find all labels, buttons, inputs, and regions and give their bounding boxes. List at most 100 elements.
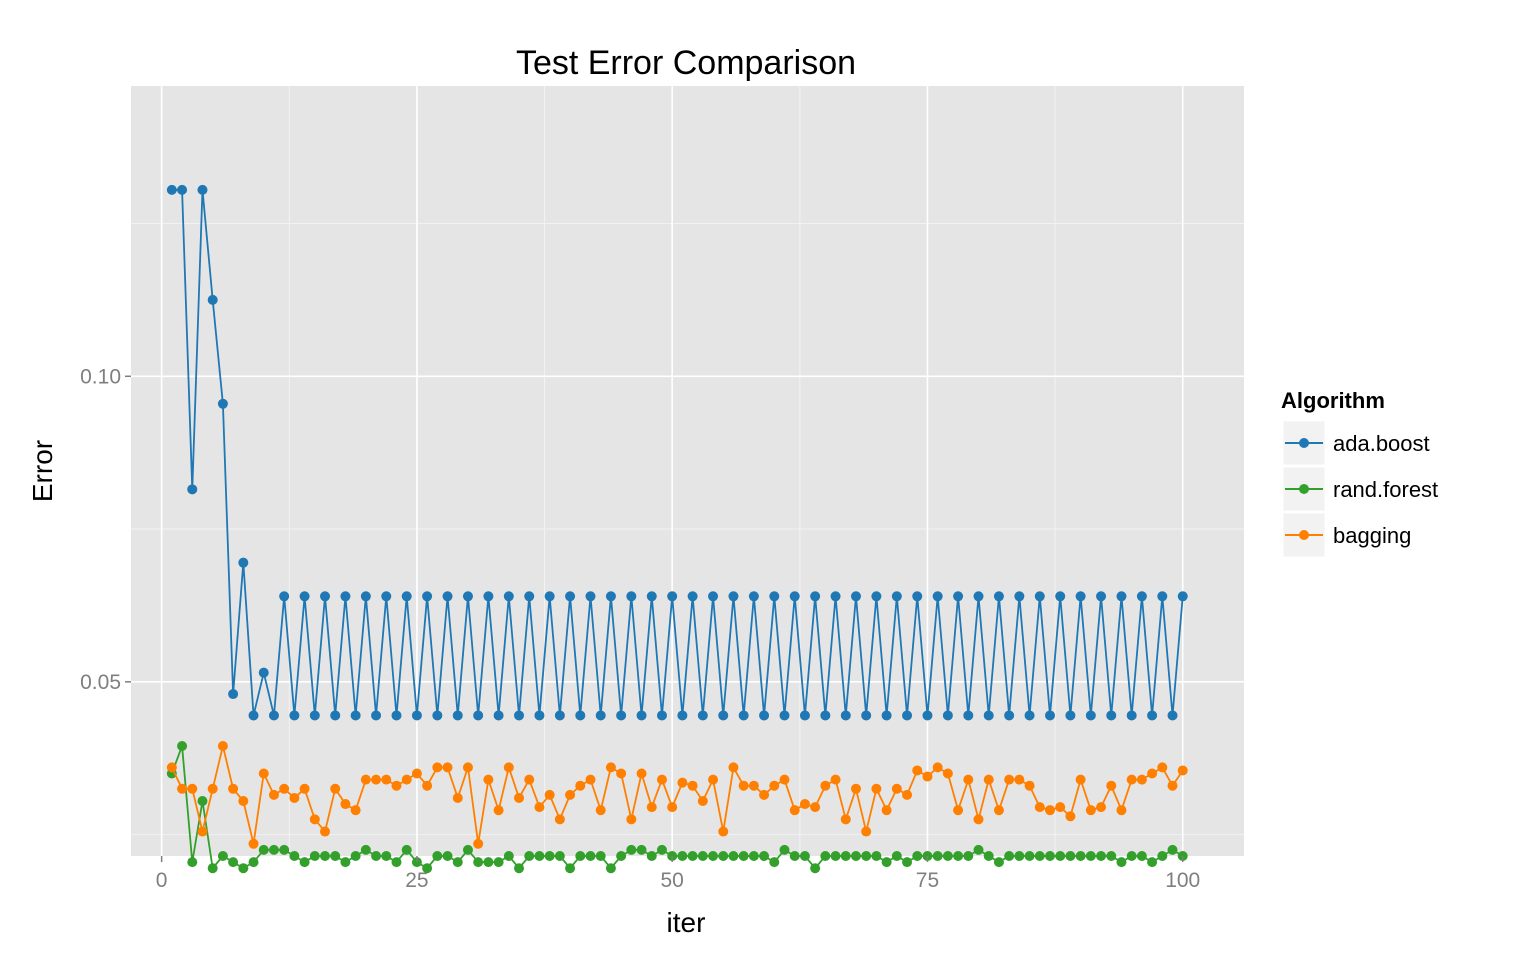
data-point-ada-boost: [891, 591, 902, 602]
x-tick-label: 100: [1165, 869, 1200, 892]
data-point-rand-forest: [309, 851, 320, 861]
data-point-rand-forest: [473, 857, 484, 868]
data-point-rand-forest: [350, 851, 361, 861]
data-point-bagging: [942, 768, 953, 779]
y-axis-title: Error: [27, 440, 58, 502]
data-point-rand-forest: [279, 844, 290, 855]
legend-item-rand-forest: rand.forest: [1282, 466, 1438, 512]
data-point-bagging: [789, 805, 800, 816]
data-point-ada-boost: [881, 710, 892, 721]
data-point-bagging: [1167, 780, 1178, 791]
data-point-ada-boost: [871, 591, 882, 602]
series-line-rand-forest: [170, 745, 1184, 870]
data-point-bagging: [728, 762, 739, 773]
data-point-bagging: [217, 741, 228, 751]
data-point-bagging: [973, 814, 984, 825]
data-point-rand-forest: [330, 851, 341, 861]
data-point-ada-boost: [799, 710, 810, 721]
data-point-bagging: [891, 783, 902, 794]
data-point-bagging: [177, 783, 188, 794]
series-ada-boost: [166, 184, 1188, 721]
data-point-bagging: [1126, 774, 1137, 785]
data-point-rand-forest: [697, 851, 708, 861]
data-point-ada-boost: [422, 591, 433, 602]
data-point-bagging: [912, 765, 923, 776]
x-tick-label: 25: [405, 869, 428, 892]
data-point-bagging: [422, 780, 433, 791]
data-point-ada-boost: [268, 710, 279, 721]
data-point-ada-boost: [942, 710, 953, 721]
data-point-ada-boost: [840, 710, 851, 721]
data-point-rand-forest: [1044, 851, 1055, 861]
data-point-bagging: [381, 774, 392, 785]
data-point-bagging: [585, 774, 596, 785]
data-point-ada-boost: [1014, 591, 1025, 602]
data-point-bagging: [462, 762, 473, 773]
data-point-bagging: [1177, 765, 1188, 776]
data-point-rand-forest: [524, 851, 535, 861]
data-point-bagging: [1044, 805, 1055, 816]
data-point-bagging: [759, 789, 770, 800]
data-point-bagging: [1024, 780, 1035, 791]
data-point-bagging: [1096, 802, 1107, 813]
legend-label-bagging: bagging: [1333, 523, 1411, 548]
data-point-ada-boost: [177, 184, 188, 195]
plot-panel: [131, 86, 1244, 856]
y-tick-label: 0.05: [80, 671, 121, 694]
data-point-ada-boost: [391, 710, 402, 721]
data-point-ada-boost: [228, 689, 239, 700]
data-point-bagging: [187, 783, 198, 794]
data-point-ada-boost: [595, 710, 606, 721]
data-point-bagging: [1157, 762, 1168, 773]
data-point-bagging: [616, 768, 627, 779]
data-point-ada-boost: [1147, 710, 1158, 721]
data-point-rand-forest: [646, 851, 657, 861]
data-point-bagging: [340, 799, 351, 810]
legend-item-ada-boost: ada.boost: [1282, 420, 1430, 466]
data-point-bagging: [881, 805, 892, 816]
data-point-bagging: [810, 802, 821, 813]
data-point-rand-forest: [932, 851, 943, 861]
series-rand-forest: [166, 741, 1188, 874]
data-point-ada-boost: [503, 591, 514, 602]
data-point-bagging: [861, 826, 872, 837]
data-point-bagging: [687, 780, 698, 791]
grid-layer: [131, 86, 1244, 856]
data-point-rand-forest: [820, 851, 831, 861]
data-point-rand-forest: [575, 851, 586, 861]
data-point-bagging: [932, 762, 943, 773]
data-point-ada-boost: [1044, 710, 1055, 721]
data-point-ada-boost: [442, 591, 453, 602]
data-point-rand-forest: [1085, 851, 1096, 861]
data-point-rand-forest: [708, 851, 719, 861]
data-point-rand-forest: [1136, 851, 1147, 861]
data-point-rand-forest: [1014, 851, 1025, 861]
data-point-ada-boost: [534, 710, 545, 721]
data-point-ada-boost: [769, 591, 780, 602]
data-point-rand-forest: [850, 851, 861, 861]
y-tick-label: 0.10: [80, 365, 121, 388]
data-point-rand-forest: [258, 844, 269, 855]
data-point-ada-boost: [462, 591, 473, 602]
data-point-bagging: [452, 792, 463, 803]
data-point-bagging: [503, 762, 514, 773]
data-point-ada-boost: [1085, 710, 1096, 721]
data-point-rand-forest: [861, 851, 872, 861]
x-tick-label: 50: [661, 869, 684, 892]
data-point-ada-boost: [217, 398, 228, 409]
data-point-bagging: [718, 826, 729, 837]
data-point-rand-forest: [452, 857, 463, 868]
data-point-rand-forest: [687, 851, 698, 861]
data-point-rand-forest: [1116, 857, 1127, 868]
data-point-ada-boost: [687, 591, 698, 602]
data-point-bagging: [1075, 774, 1086, 785]
data-point-bagging: [565, 789, 576, 800]
data-point-ada-boost: [718, 710, 729, 721]
data-point-rand-forest: [830, 851, 841, 861]
data-point-bagging: [738, 780, 749, 791]
data-point-bagging: [401, 774, 412, 785]
data-point-rand-forest: [1065, 851, 1076, 861]
data-point-bagging: [524, 774, 535, 785]
data-point-bagging: [248, 838, 259, 849]
legend-label-rand-forest: rand.forest: [1333, 477, 1438, 502]
